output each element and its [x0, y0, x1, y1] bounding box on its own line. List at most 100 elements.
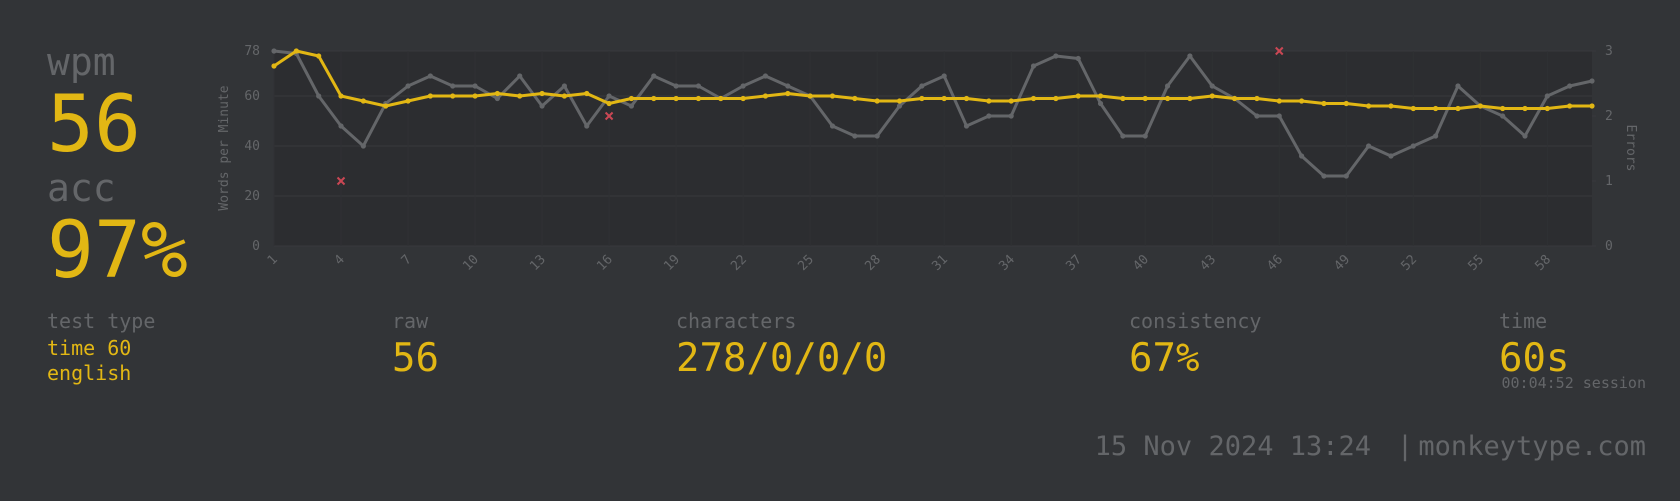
data-point: [1254, 113, 1260, 119]
data-point: [1053, 53, 1059, 59]
footer-site: monkeytype.com: [1418, 431, 1646, 462]
wpm-value: 56: [47, 80, 141, 170]
consistency-value: 67%: [1129, 336, 1199, 381]
data-point: [271, 63, 277, 69]
data-point: [919, 83, 925, 89]
data-point: [494, 90, 500, 97]
data-point: [1410, 105, 1416, 112]
acc-label: acc: [47, 166, 116, 210]
data-point: [1187, 53, 1193, 59]
data-point: [1343, 173, 1349, 179]
test-type-line: time 60: [47, 336, 131, 360]
data-point: [405, 98, 411, 104]
test-type-line: english: [47, 361, 131, 385]
y2-tick-label: 1: [1605, 174, 1613, 189]
data-point: [1544, 93, 1550, 99]
characters-label: characters: [676, 309, 796, 333]
footer-separator: |: [1397, 431, 1413, 462]
data-point: [1567, 83, 1573, 89]
data-point: [1164, 95, 1171, 102]
data-point: [606, 100, 612, 107]
data-point: [1522, 105, 1528, 112]
data-point: [874, 133, 880, 139]
y2-axis-title: Errors: [1623, 125, 1638, 172]
data-point: [1008, 98, 1014, 104]
data-point: [986, 113, 992, 119]
data-point: [405, 83, 411, 89]
y-axis-title: Words per Minute: [217, 85, 232, 210]
data-point: [1209, 93, 1215, 99]
data-point: [606, 93, 612, 99]
data-point: [561, 83, 568, 89]
data-point: [1231, 95, 1238, 102]
data-point: [1433, 133, 1439, 139]
data-point: [1298, 153, 1305, 159]
data-point: [1030, 63, 1037, 69]
data-point: [718, 95, 724, 102]
data-point: [740, 83, 746, 89]
data-point: [1142, 95, 1148, 102]
series-line: [273, 49, 1593, 178]
data-point: [1433, 105, 1439, 112]
data-point: [1477, 103, 1483, 109]
data-point: [628, 95, 635, 102]
error-mark: [336, 176, 346, 186]
data-point: [1522, 133, 1528, 139]
data-point: [919, 95, 925, 102]
data-point: [852, 133, 858, 139]
data-point: [651, 95, 657, 102]
data-point: [1254, 95, 1260, 102]
data-point: [360, 98, 366, 104]
data-point: [1142, 133, 1148, 139]
data-point: [561, 93, 568, 99]
data-point: [829, 123, 836, 129]
data-point: [539, 90, 545, 97]
data-point: [584, 90, 590, 97]
data-point: [1276, 113, 1282, 119]
data-point: [852, 95, 858, 102]
data-point: [1544, 105, 1550, 112]
data-point: [762, 73, 769, 79]
data-point: [1455, 105, 1461, 112]
data-point: [472, 93, 478, 99]
footer-date: 15 Nov 2024 13:24: [1095, 431, 1371, 462]
data-point: [450, 93, 456, 99]
data-point: [517, 93, 523, 99]
data-point: [896, 103, 903, 109]
data-point: [740, 95, 746, 102]
y2-tick-label: 2: [1605, 109, 1613, 124]
data-point: [1209, 83, 1215, 89]
data-point: [316, 53, 322, 59]
raw-value: 56: [392, 336, 439, 381]
session-time: 00:04:52 session: [1502, 374, 1647, 392]
data-point: [628, 103, 635, 109]
data-point: [427, 93, 433, 99]
data-point: [1321, 100, 1327, 107]
acc-value: 97%: [47, 206, 188, 296]
error-mark: [1275, 46, 1284, 56]
data-point: [1366, 103, 1372, 109]
consistency-label: consistency: [1129, 309, 1261, 333]
data-point: [651, 73, 657, 79]
data-point: [963, 95, 970, 102]
data-point: [360, 143, 366, 149]
data-point: [1589, 78, 1595, 84]
data-point: [1120, 95, 1126, 102]
data-point: [963, 123, 970, 129]
data-point: [1075, 55, 1081, 62]
data-point: [517, 73, 523, 79]
data-point: [1097, 93, 1104, 99]
data-point: [1075, 93, 1081, 99]
data-point: [941, 73, 947, 79]
data-point: [807, 93, 813, 99]
y-tick-label: 40: [244, 139, 260, 154]
y-tick-label: 60: [244, 89, 260, 104]
data-point: [1455, 83, 1461, 89]
data-point: [271, 48, 277, 54]
data-point: [1500, 105, 1506, 112]
y-tick-label: 0: [252, 239, 260, 254]
y2-tick-label: 0: [1605, 239, 1613, 254]
data-point: [427, 73, 433, 79]
